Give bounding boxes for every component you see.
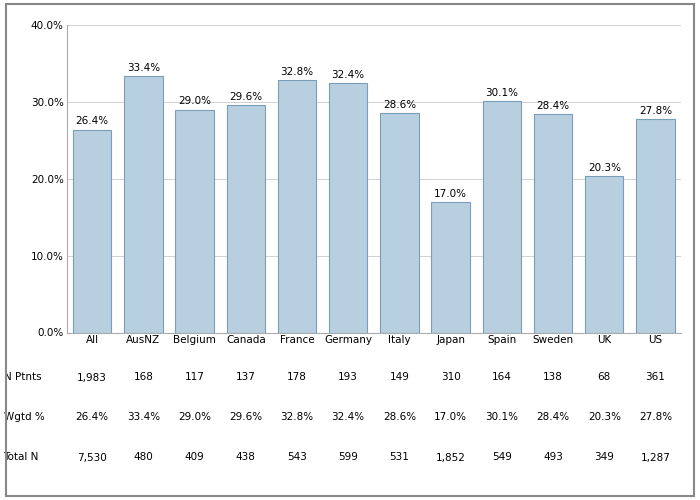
Text: 137: 137 [236,372,256,382]
Text: 29.0%: 29.0% [178,412,211,422]
Text: 28.6%: 28.6% [383,100,416,110]
Text: 28.4%: 28.4% [536,101,570,111]
Bar [175,110,214,332]
Text: 310: 310 [441,372,461,382]
Text: 543: 543 [287,452,307,462]
Bar [482,101,521,332]
Text: Total N: Total N [4,452,39,462]
Text: 409: 409 [185,452,204,462]
Text: 27.8%: 27.8% [639,106,672,116]
Text: 1,287: 1,287 [640,452,671,462]
Bar [227,105,265,332]
Bar [329,84,368,332]
Text: Wgtd %: Wgtd % [4,412,44,422]
Text: 1,852: 1,852 [435,452,466,462]
Text: 29.6%: 29.6% [229,92,262,102]
Bar [380,112,419,332]
Text: 193: 193 [338,372,358,382]
Text: 361: 361 [645,372,666,382]
Text: 20.3%: 20.3% [588,412,621,422]
Text: 138: 138 [543,372,563,382]
Text: 438: 438 [236,452,256,462]
Text: 33.4%: 33.4% [127,62,160,72]
Text: 29.6%: 29.6% [229,412,262,422]
Text: 29.0%: 29.0% [178,96,211,106]
Bar [124,76,162,332]
Bar [73,130,111,332]
Text: 28.6%: 28.6% [383,412,416,422]
Text: 117: 117 [185,372,204,382]
Text: 32.4%: 32.4% [332,70,365,81]
Text: 28.4%: 28.4% [536,412,570,422]
Text: 32.8%: 32.8% [281,412,314,422]
Text: 17.0%: 17.0% [434,412,467,422]
Text: 149: 149 [389,372,410,382]
Text: 20.3%: 20.3% [588,164,621,173]
Text: 168: 168 [134,372,153,382]
Text: 17.0%: 17.0% [434,188,467,198]
Text: 26.4%: 26.4% [76,412,108,422]
Text: 599: 599 [338,452,358,462]
Text: 33.4%: 33.4% [127,412,160,422]
Text: 27.8%: 27.8% [639,412,672,422]
Text: 178: 178 [287,372,307,382]
Text: 32.4%: 32.4% [332,412,365,422]
Bar [585,176,624,332]
Text: 1,983: 1,983 [77,372,107,382]
Text: 549: 549 [492,452,512,462]
Text: 68: 68 [598,372,611,382]
Text: 349: 349 [594,452,614,462]
Text: 30.1%: 30.1% [485,412,518,422]
Text: 480: 480 [134,452,153,462]
Text: 531: 531 [389,452,410,462]
Text: 32.8%: 32.8% [281,68,314,78]
Bar [431,202,470,332]
Bar [636,119,675,332]
Text: 493: 493 [543,452,563,462]
Bar [278,80,316,332]
Text: 30.1%: 30.1% [485,88,518,98]
Text: 26.4%: 26.4% [76,116,108,126]
Text: 7,530: 7,530 [77,452,107,462]
Text: N Ptnts: N Ptnts [4,372,41,382]
Text: 164: 164 [492,372,512,382]
Bar [534,114,573,332]
